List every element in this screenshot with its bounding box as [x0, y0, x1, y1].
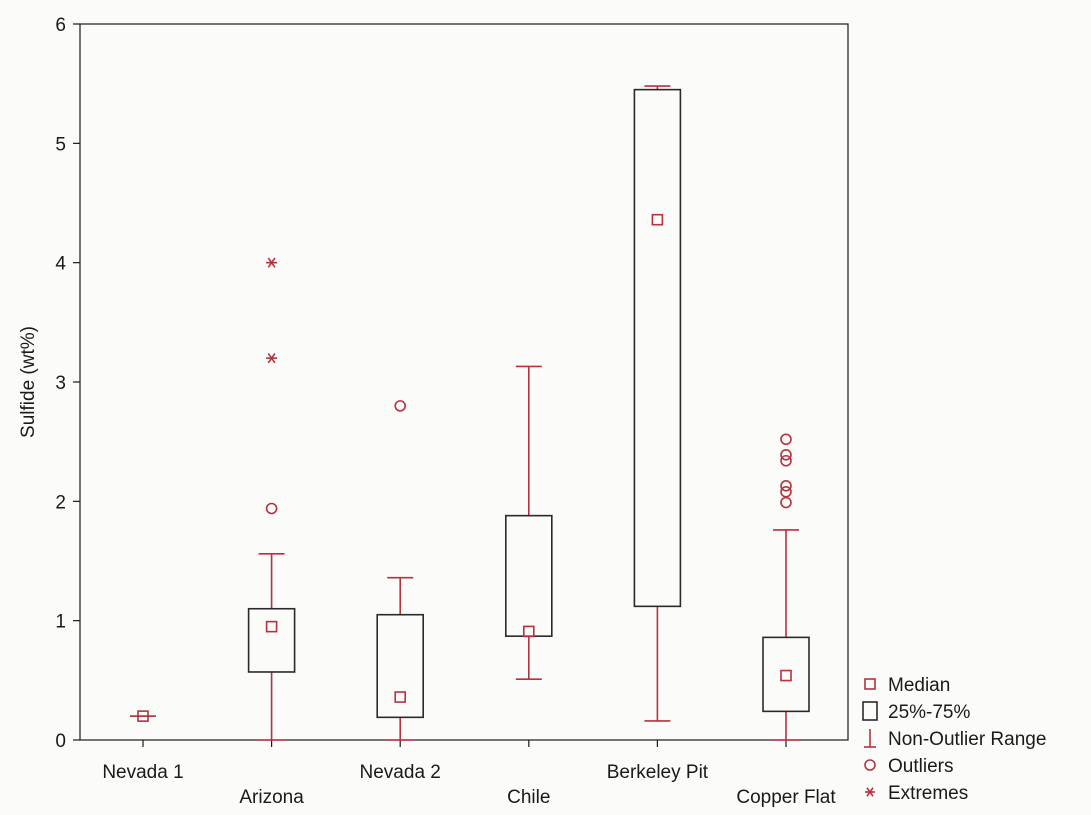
x-category-label: Nevada 2: [360, 762, 441, 783]
iqr-box: [376, 613, 425, 719]
outlier-point: [780, 480, 792, 492]
extreme-point: [266, 257, 278, 268]
outlier-point: [780, 496, 792, 509]
median-marker: [394, 691, 407, 703]
y-axis-label: Sulfide (wt%): [18, 326, 39, 438]
median-marker: [522, 625, 535, 638]
legend-label: Outliers: [888, 756, 953, 777]
y-tick-label: 3: [55, 373, 66, 394]
outlier-point: [780, 454, 792, 467]
legend-outlier-symbol: [864, 759, 876, 771]
extreme-point: [266, 352, 278, 364]
outlier-point: [394, 400, 407, 412]
legend-label: Extremes: [888, 783, 968, 804]
iqr-box: [762, 636, 810, 713]
legend-label: Median: [888, 675, 950, 696]
y-tick-label: 1: [55, 612, 66, 633]
outlier-point: [780, 433, 792, 446]
legend-box-symbol: [862, 701, 878, 721]
iqr-box: [633, 88, 682, 608]
x-category-label: Chile: [507, 787, 550, 808]
x-category-label: Copper Flat: [736, 787, 836, 808]
legend-label: 25%-75%: [888, 702, 970, 723]
y-tick-label: 5: [55, 134, 66, 155]
legend-median-symbol: [864, 678, 876, 690]
legend-extreme-symbol: [866, 787, 874, 797]
y-tick-label: 0: [55, 731, 66, 752]
x-category-label: Berkeley Pit: [607, 762, 709, 783]
plot-frame: [79, 23, 849, 741]
x-category-label: Arizona: [239, 787, 304, 808]
y-tick-label: 6: [55, 15, 66, 36]
outlier-point: [265, 502, 278, 515]
median-marker: [651, 213, 664, 226]
iqr-box: [247, 607, 296, 673]
x-category-label: Nevada 1: [102, 762, 183, 783]
legend-label: Non-Outlier Range: [888, 729, 1046, 750]
median-marker: [137, 710, 149, 722]
median-marker: [780, 669, 792, 682]
outlier-point: [780, 485, 792, 498]
iqr-box: [504, 514, 553, 637]
median-marker: [265, 620, 278, 633]
outlier-point: [780, 448, 792, 461]
y-tick-label: 2: [55, 492, 66, 513]
y-tick-label: 4: [55, 254, 66, 275]
